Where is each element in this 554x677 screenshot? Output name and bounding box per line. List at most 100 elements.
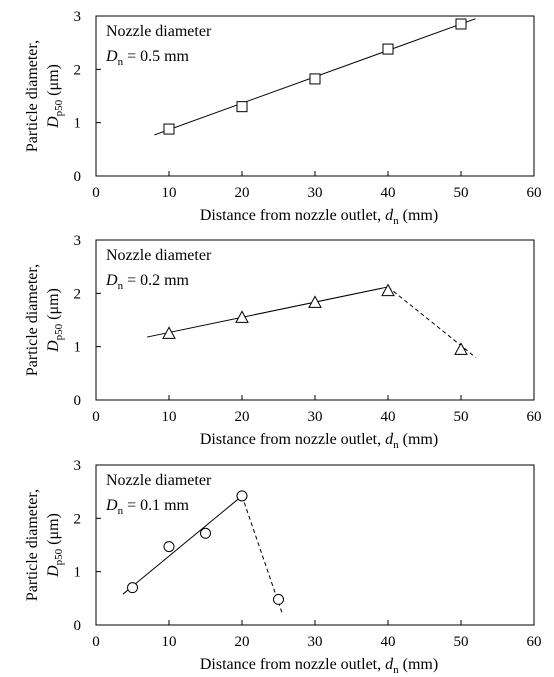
y-tick-label: 2: [74, 511, 82, 527]
y-axis-label-var: D: [45, 565, 62, 578]
plot-frame: [95, 464, 535, 626]
y-axis-label-line2: Dp50 (μm): [45, 513, 65, 578]
data-point-triangle: [308, 295, 322, 308]
chart-panel-1: 0 10 20 30 40 50 60 0 1 2 3 Nozzle diameter Dn = 0.5…: [24, 9, 542, 227]
data-point-circle: [163, 541, 175, 553]
x-tick-label: 40: [381, 409, 396, 425]
x-tick-label: 10: [162, 634, 177, 650]
x-tick-label: 50: [454, 634, 469, 650]
x-axis-label-var: d: [385, 656, 394, 673]
x-tick-label: 0: [92, 634, 100, 650]
x-axis-label-text: Distance from nozzle outlet,: [200, 656, 385, 673]
x-axis-label-unit: (mm): [399, 431, 439, 448]
data-point-square: [163, 123, 175, 135]
y-tick-label: 0: [74, 618, 82, 634]
plot-frame: [95, 15, 535, 177]
y-tick-label: 1: [74, 116, 82, 132]
annotation-title: Nozzle diameter: [106, 472, 212, 489]
x-axis-label-text: Distance from nozzle outlet,: [200, 207, 385, 224]
x-tick-label: 40: [381, 185, 396, 201]
y-tick-label: 2: [74, 62, 82, 78]
y-axis-label-unit: (μm): [45, 64, 62, 100]
data-point-circle: [273, 593, 284, 605]
chart-panel-2: 0 10 20 30 40 50 60 0 1 2 3 Nozzle diameter Dn = 0.2…: [24, 233, 542, 451]
data-point-circle: [236, 490, 248, 502]
annotation-title: Nozzle diameter: [106, 23, 212, 40]
y-axis-label-line1: Particle diameter,: [24, 489, 41, 601]
annotation-value-text: = 0.2 mm: [123, 272, 189, 289]
y-tick-label: 3: [74, 458, 82, 474]
fit-line-solid: [146, 286, 389, 338]
x-axis-label-sub: n: [393, 215, 399, 227]
annotation-value: Dn = 0.5 mm: [105, 48, 190, 68]
chart-panel-3: 0 10 20 30 40 50 60 0 1 2 3 Nozzle diameter Dn = 0.1…: [24, 458, 542, 676]
data-point-circle: [200, 527, 211, 539]
y-tick-label: 1: [74, 340, 82, 356]
y-tick-label: 3: [74, 9, 82, 25]
annotation-value-text: = 0.5 mm: [123, 48, 189, 65]
x-tick-label: 30: [308, 634, 323, 650]
y-axis-label-line1: Particle diameter,: [24, 40, 41, 152]
x-tick-label: 60: [527, 634, 542, 650]
x-axis-label: Distance from nozzle outlet, dn (mm): [200, 656, 438, 676]
x-tick-label: 40: [381, 634, 396, 650]
data-point-square: [309, 73, 321, 85]
y-axis-label-var: D: [45, 116, 62, 129]
x-tick-label: 50: [454, 409, 469, 425]
y-tick-label: 0: [74, 169, 82, 185]
x-tick-label: 60: [527, 409, 542, 425]
annotation-value: Dn = 0.2 mm: [105, 272, 190, 292]
data-point-triangle: [162, 326, 176, 339]
annotation-sub: n: [118, 56, 124, 68]
y-axis-label-sub: p50: [53, 99, 65, 116]
x-tick-label: 20: [235, 409, 250, 425]
annotation-var: D: [105, 272, 118, 289]
y-tick-label: 2: [74, 286, 82, 302]
y-axis-label-sub: p50: [53, 323, 65, 340]
y-tick-label: 1: [74, 565, 82, 581]
x-axis-label: Distance from nozzle outlet, dn (mm): [200, 431, 438, 451]
y-axis-label-line1: Particle diameter,: [24, 264, 41, 376]
annotation-value: Dn = 0.1 mm: [105, 497, 190, 517]
x-axis-label-var: d: [385, 431, 394, 448]
data-point-square: [455, 18, 467, 30]
data-point-circle: [127, 582, 138, 594]
plot-frame: [95, 239, 535, 401]
x-tick-label: 10: [162, 409, 177, 425]
x-tick-label: 0: [92, 185, 100, 201]
x-tick-label: 20: [235, 634, 250, 650]
y-axis-label-line2: Dp50 (μm): [45, 288, 65, 353]
x-axis-label-sub: n: [393, 664, 399, 676]
y-axis-label-line2: Dp50 (μm): [45, 64, 65, 129]
data-point-square: [236, 101, 248, 113]
x-axis-label-sub: n: [393, 439, 399, 451]
x-tick-label: 10: [162, 185, 177, 201]
annotation-var: D: [105, 497, 118, 514]
x-axis-label: Distance from nozzle outlet, dn (mm): [200, 207, 438, 227]
x-tick-label: 30: [308, 185, 323, 201]
annotation-value-text: = 0.1 mm: [123, 497, 189, 514]
x-axis-label-unit: (mm): [399, 656, 439, 673]
y-axis-label-unit: (μm): [45, 513, 62, 549]
annotation-sub: n: [118, 505, 124, 517]
x-tick-label: 50: [454, 185, 469, 201]
fit-line-solid: [122, 495, 243, 595]
x-tick-label: 30: [308, 409, 323, 425]
data-point-square: [382, 43, 394, 55]
y-axis-label-var: D: [45, 340, 62, 353]
data-point-triangle: [454, 342, 468, 355]
x-tick-label: 60: [527, 185, 542, 201]
y-axis-label-sub: p50: [53, 548, 65, 565]
y-tick-label: 0: [74, 393, 82, 409]
y-axis-label-unit: (μm): [45, 288, 62, 324]
data-point-triangle: [235, 310, 249, 323]
data-point-triangle: [381, 283, 395, 297]
annotation-sub: n: [118, 280, 124, 292]
x-axis-label-text: Distance from nozzle outlet,: [200, 431, 385, 448]
x-axis-label-unit: (mm): [399, 207, 439, 224]
x-tick-label: 0: [92, 409, 100, 425]
annotation-var: D: [105, 48, 118, 65]
annotation-title: Nozzle diameter: [106, 247, 212, 264]
y-tick-label: 3: [74, 233, 82, 249]
